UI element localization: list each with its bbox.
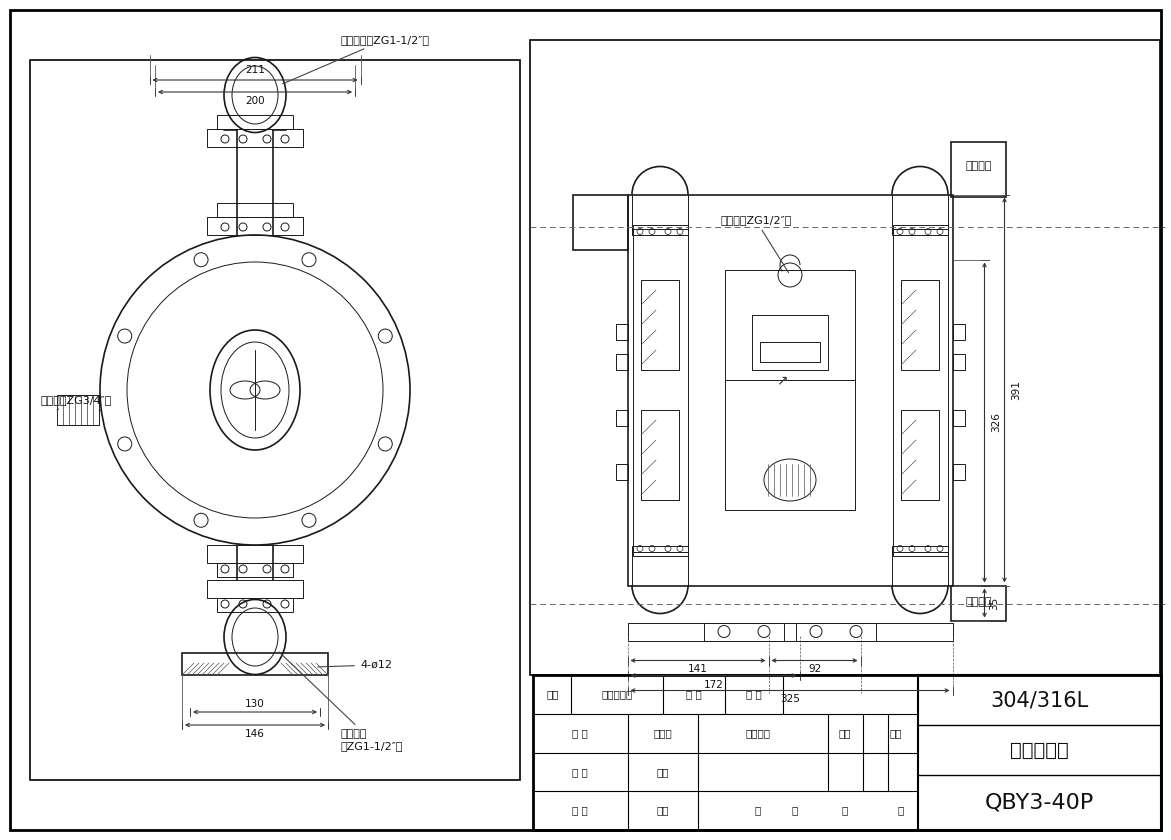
Bar (533, 675, 1160, 830)
Bar (951, 141, 1006, 197)
Text: 211: 211 (245, 65, 265, 75)
Text: 标准化: 标准化 (653, 728, 672, 738)
Bar (900, 280, 939, 370)
Text: 更改文件号: 更改文件号 (602, 690, 632, 700)
Text: （出口）: （出口） (965, 161, 992, 171)
Text: 比例: 比例 (890, 728, 902, 738)
Text: 工 艺: 工 艺 (573, 806, 588, 816)
Bar (892, 224, 947, 555)
Text: 共: 共 (755, 806, 761, 816)
Text: 日期: 日期 (657, 806, 670, 816)
Bar (632, 224, 687, 555)
Text: 391: 391 (1012, 380, 1021, 400)
Bar (952, 324, 965, 340)
Bar (616, 410, 628, 426)
Text: 92: 92 (808, 664, 821, 675)
Text: 146: 146 (245, 729, 265, 739)
Text: 物料进口
（ZG1-1/2″）: 物料进口 （ZG1-1/2″） (279, 652, 403, 751)
Bar (704, 622, 785, 640)
Bar (217, 203, 293, 217)
Bar (900, 410, 939, 500)
Text: 141: 141 (689, 664, 708, 675)
Bar (952, 410, 965, 426)
Bar (760, 342, 820, 362)
Text: 日 期: 日 期 (746, 690, 762, 700)
Text: 130: 130 (245, 699, 265, 709)
Bar (628, 195, 952, 585)
Bar (796, 622, 876, 640)
Text: 第: 第 (842, 806, 848, 816)
Bar (616, 354, 628, 370)
Bar (725, 270, 855, 510)
Text: 重量: 重量 (838, 728, 851, 738)
Text: 200: 200 (245, 96, 265, 106)
Bar (207, 545, 303, 563)
Bar (30, 60, 520, 780)
Bar (182, 653, 328, 675)
Bar (951, 585, 1006, 621)
Text: 进气口（ZG1/2″）: 进气口（ZG1/2″） (720, 215, 792, 273)
Text: 172: 172 (704, 680, 724, 690)
Text: 页: 页 (898, 806, 904, 816)
Text: 页: 页 (792, 806, 799, 816)
Text: 325: 325 (780, 695, 800, 705)
Bar (641, 280, 679, 370)
Text: 消声器（ZG3/4″）: 消声器（ZG3/4″） (40, 395, 111, 410)
Bar (217, 598, 293, 612)
Bar (616, 324, 628, 340)
Bar (752, 315, 828, 370)
Bar (632, 545, 689, 552)
Text: （进口）: （进口） (965, 597, 992, 607)
Bar (952, 354, 965, 370)
Bar (573, 195, 628, 249)
Bar (952, 464, 965, 480)
Text: 35: 35 (989, 596, 1000, 610)
Text: 304/316L: 304/316L (991, 690, 1089, 710)
Text: 图样标记: 图样标记 (746, 728, 771, 738)
Text: 4-ø12: 4-ø12 (317, 660, 392, 670)
Bar (616, 464, 628, 480)
Text: 标记: 标记 (547, 690, 560, 700)
Bar (217, 563, 293, 577)
Bar (217, 115, 293, 129)
Text: ↗: ↗ (776, 373, 788, 387)
Text: 批准: 批准 (657, 767, 670, 777)
Text: QBY3-40P: QBY3-40P (985, 792, 1094, 812)
Bar (207, 217, 303, 235)
Bar (632, 228, 689, 234)
Text: 安装尺寸图: 安装尺寸图 (1011, 741, 1069, 759)
Bar (892, 545, 949, 552)
Bar (628, 622, 952, 640)
Bar (641, 410, 679, 500)
Text: 设 计: 设 计 (573, 728, 588, 738)
Text: 326: 326 (992, 412, 1001, 433)
Bar (207, 129, 303, 147)
Bar (892, 228, 949, 234)
Text: 签 字: 签 字 (686, 690, 701, 700)
Bar (530, 40, 1160, 675)
Bar (207, 580, 303, 598)
Text: 审 核: 审 核 (573, 767, 588, 777)
Text: 物料出口（ZG1-1/2″）: 物料出口（ZG1-1/2″） (282, 35, 429, 84)
Bar (918, 675, 1160, 830)
Bar (57, 395, 100, 425)
